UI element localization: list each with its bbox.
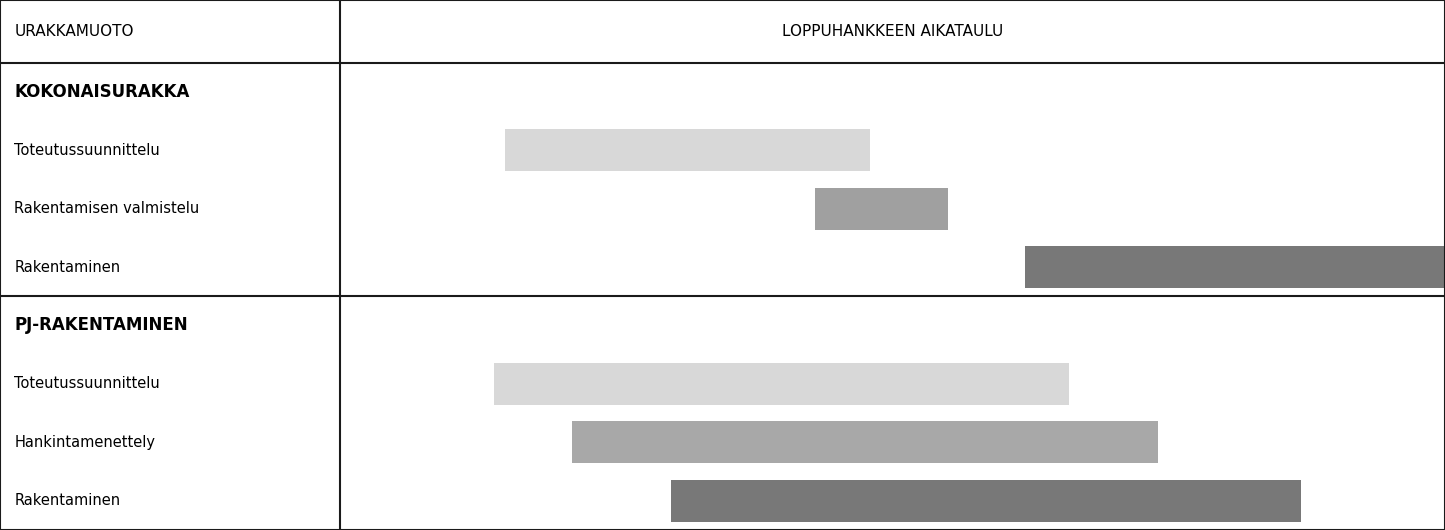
Text: Rakentaminen: Rakentaminen [14, 260, 120, 275]
Bar [815, 188, 948, 229]
Text: URAKKAMUOTO: URAKKAMUOTO [14, 24, 134, 39]
Text: Rakentamisen valmistelu: Rakentamisen valmistelu [14, 201, 199, 216]
Bar [670, 480, 1302, 522]
Text: Toteutussuunnittelu: Toteutussuunnittelu [14, 376, 160, 392]
Text: Rakentaminen: Rakentaminen [14, 493, 120, 508]
Bar [506, 129, 870, 171]
Text: Hankintamenettely: Hankintamenettely [14, 435, 156, 450]
Text: Toteutussuunnittelu: Toteutussuunnittelu [14, 143, 160, 158]
Bar [572, 421, 1157, 463]
Text: LOPPUHANKKEEN AIKATAULU: LOPPUHANKKEEN AIKATAULU [782, 24, 1003, 39]
Text: KOKONAISURAKKA: KOKONAISURAKKA [14, 83, 189, 101]
Bar [1025, 246, 1445, 288]
Bar [494, 363, 1069, 405]
Text: PJ-RAKENTAMINEN: PJ-RAKENTAMINEN [14, 316, 188, 334]
